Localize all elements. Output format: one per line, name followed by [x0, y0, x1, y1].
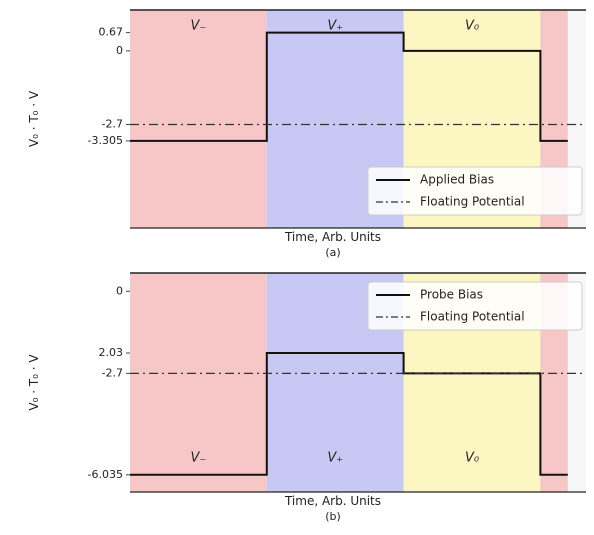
y-tick-label: 0 — [116, 284, 123, 297]
panel-label: (a) — [325, 246, 340, 259]
phase-label: V₋ — [191, 19, 207, 34]
legend-entry: Floating Potential — [420, 310, 525, 324]
y-axis-label: V₀ · T₀ · V — [27, 90, 41, 147]
panel-label: (b) — [325, 510, 341, 523]
phase-label: V₊ — [327, 19, 343, 34]
phase-band — [130, 273, 267, 492]
y-tick-label: -6.035 — [88, 468, 123, 481]
y-tick-label: -2.7 — [102, 117, 123, 130]
phase-label: V₀ — [465, 19, 480, 34]
legend-entry: Applied Bias — [420, 173, 494, 187]
x-axis-label: Time, Arb. Units — [284, 494, 381, 508]
series-line-bias — [130, 352, 568, 476]
panel-b: V₋ V₊ V₀ 0 2.03 -2.7 -6.035 Time, Arb. Units (b)… — [27, 272, 586, 523]
phase-label: V₀ — [465, 451, 480, 466]
legend-entry: Probe Bias — [420, 288, 483, 302]
y-tick-label: 0.67 — [99, 26, 124, 39]
y-axis-label: V₀ · T₀ · V — [27, 354, 41, 411]
panel-a: V₋ V₊ V₀ 0.67 0 -2.7 -3.305 Time, Arb. Units (a)… — [27, 9, 586, 259]
phase-label: V₋ — [191, 451, 207, 466]
x-axis-label: Time, Arb. Units — [284, 230, 381, 244]
y-tick-label: -2.7 — [102, 366, 123, 379]
y-tick-label: -3.305 — [88, 134, 123, 147]
y-tick-label: 2.03 — [99, 346, 124, 359]
legend-entry: Floating Potential — [420, 195, 525, 209]
series-line-bias — [130, 31, 568, 142]
y-tick-label: 0 — [116, 44, 123, 57]
legend-box — [367, 166, 583, 216]
phase-band — [130, 10, 267, 228]
phase-label: V₊ — [327, 451, 343, 466]
legend-box — [367, 281, 583, 331]
